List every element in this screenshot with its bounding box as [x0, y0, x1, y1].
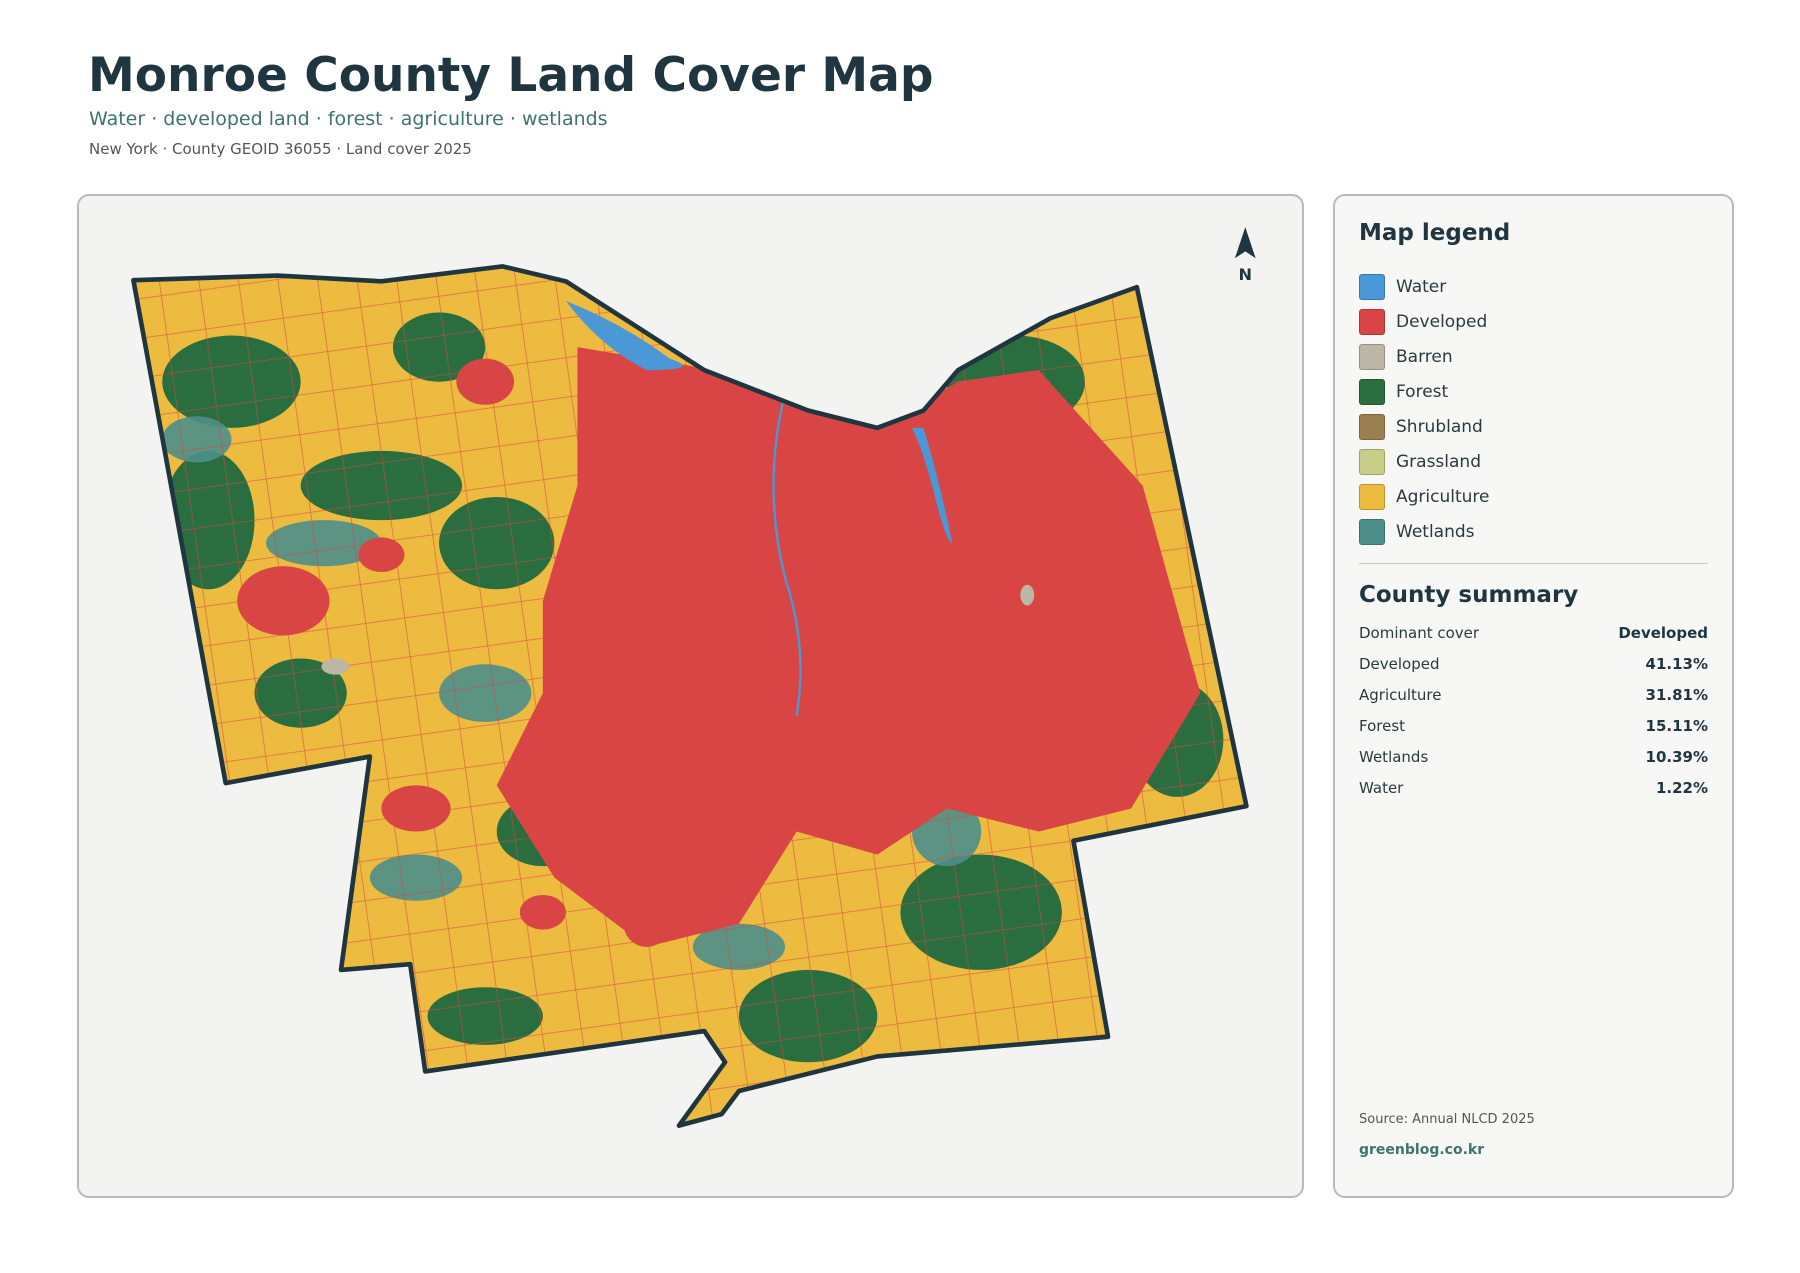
legend-swatch [1359, 379, 1385, 405]
summary-value: 31.81% [1645, 686, 1708, 704]
legend-title: Map legend [1359, 220, 1511, 246]
summary-title: County summary [1359, 582, 1579, 608]
legend-swatch [1359, 274, 1385, 300]
legend-swatch [1359, 344, 1385, 370]
summary-label: Wetlands [1359, 748, 1429, 766]
legend-item: Developed [1359, 309, 1487, 335]
legend-swatch [1359, 414, 1385, 440]
north-arrow [1234, 227, 1256, 259]
legend-label: Developed [1396, 312, 1488, 332]
divider [1359, 563, 1708, 564]
summary-value: 41.13% [1645, 655, 1708, 673]
county-outline [131, 264, 1249, 1128]
summary-label: Water [1359, 779, 1404, 797]
legend-label: Barren [1396, 347, 1453, 367]
legend-item: Barren [1359, 344, 1453, 370]
summary-row: Forest 15.11% [1359, 717, 1708, 735]
legend-label: Wetlands [1396, 522, 1475, 542]
land-cover [133, 266, 1247, 1126]
side-panel: Map legend Water Developed Barren Forest Shr… [1333, 194, 1734, 1198]
summary-value: Developed [1618, 624, 1708, 642]
summary-row: Dominant cover Developed [1359, 624, 1708, 642]
summary-value: 15.11% [1645, 717, 1708, 735]
summary-row: Developed 41.13% [1359, 655, 1708, 673]
title: Monroe County Land Cover Map [88, 48, 934, 103]
summary-row: Agriculture 31.81% [1359, 686, 1708, 704]
legend-label: Grassland [1396, 452, 1481, 472]
legend-item: Agriculture [1359, 484, 1490, 510]
summary-value: 1.22% [1655, 779, 1708, 797]
legend-label: Water [1396, 277, 1447, 297]
legend-item: Shrubland [1359, 414, 1483, 440]
summary-label: Developed [1359, 655, 1440, 673]
summary-row: Wetlands 10.39% [1359, 748, 1708, 766]
legend-swatch [1359, 519, 1385, 545]
summary-row: Water 1.22% [1359, 779, 1708, 797]
legend-item: Forest [1359, 379, 1448, 405]
summary-value: 10.39% [1645, 748, 1708, 766]
legend-swatch [1359, 449, 1385, 475]
summary-label: Agriculture [1359, 686, 1442, 704]
site: greenblog.co.kr [1359, 1142, 1485, 1158]
subtitle: Water · developed land · forest · agricu… [89, 108, 608, 130]
map-panel: N [77, 194, 1304, 1198]
summary-label: Forest [1359, 717, 1406, 735]
legend-label: Shrubland [1396, 417, 1483, 437]
map: N [131, 227, 1256, 1128]
legend-label: Agriculture [1396, 487, 1490, 507]
legend-item: Grassland [1359, 449, 1481, 475]
legend-label: Forest [1396, 382, 1449, 402]
source: Source: Annual NLCD 2025 [1359, 1112, 1535, 1127]
legend-swatch [1359, 309, 1385, 335]
meta: New York · County GEOID 36055 · Land cov… [89, 140, 472, 158]
north-label: N [1239, 265, 1252, 284]
legend-item: Water [1359, 274, 1446, 300]
legend-swatch [1359, 484, 1385, 510]
legend-item: Wetlands [1359, 519, 1475, 545]
summary-label: Dominant cover [1359, 624, 1480, 642]
